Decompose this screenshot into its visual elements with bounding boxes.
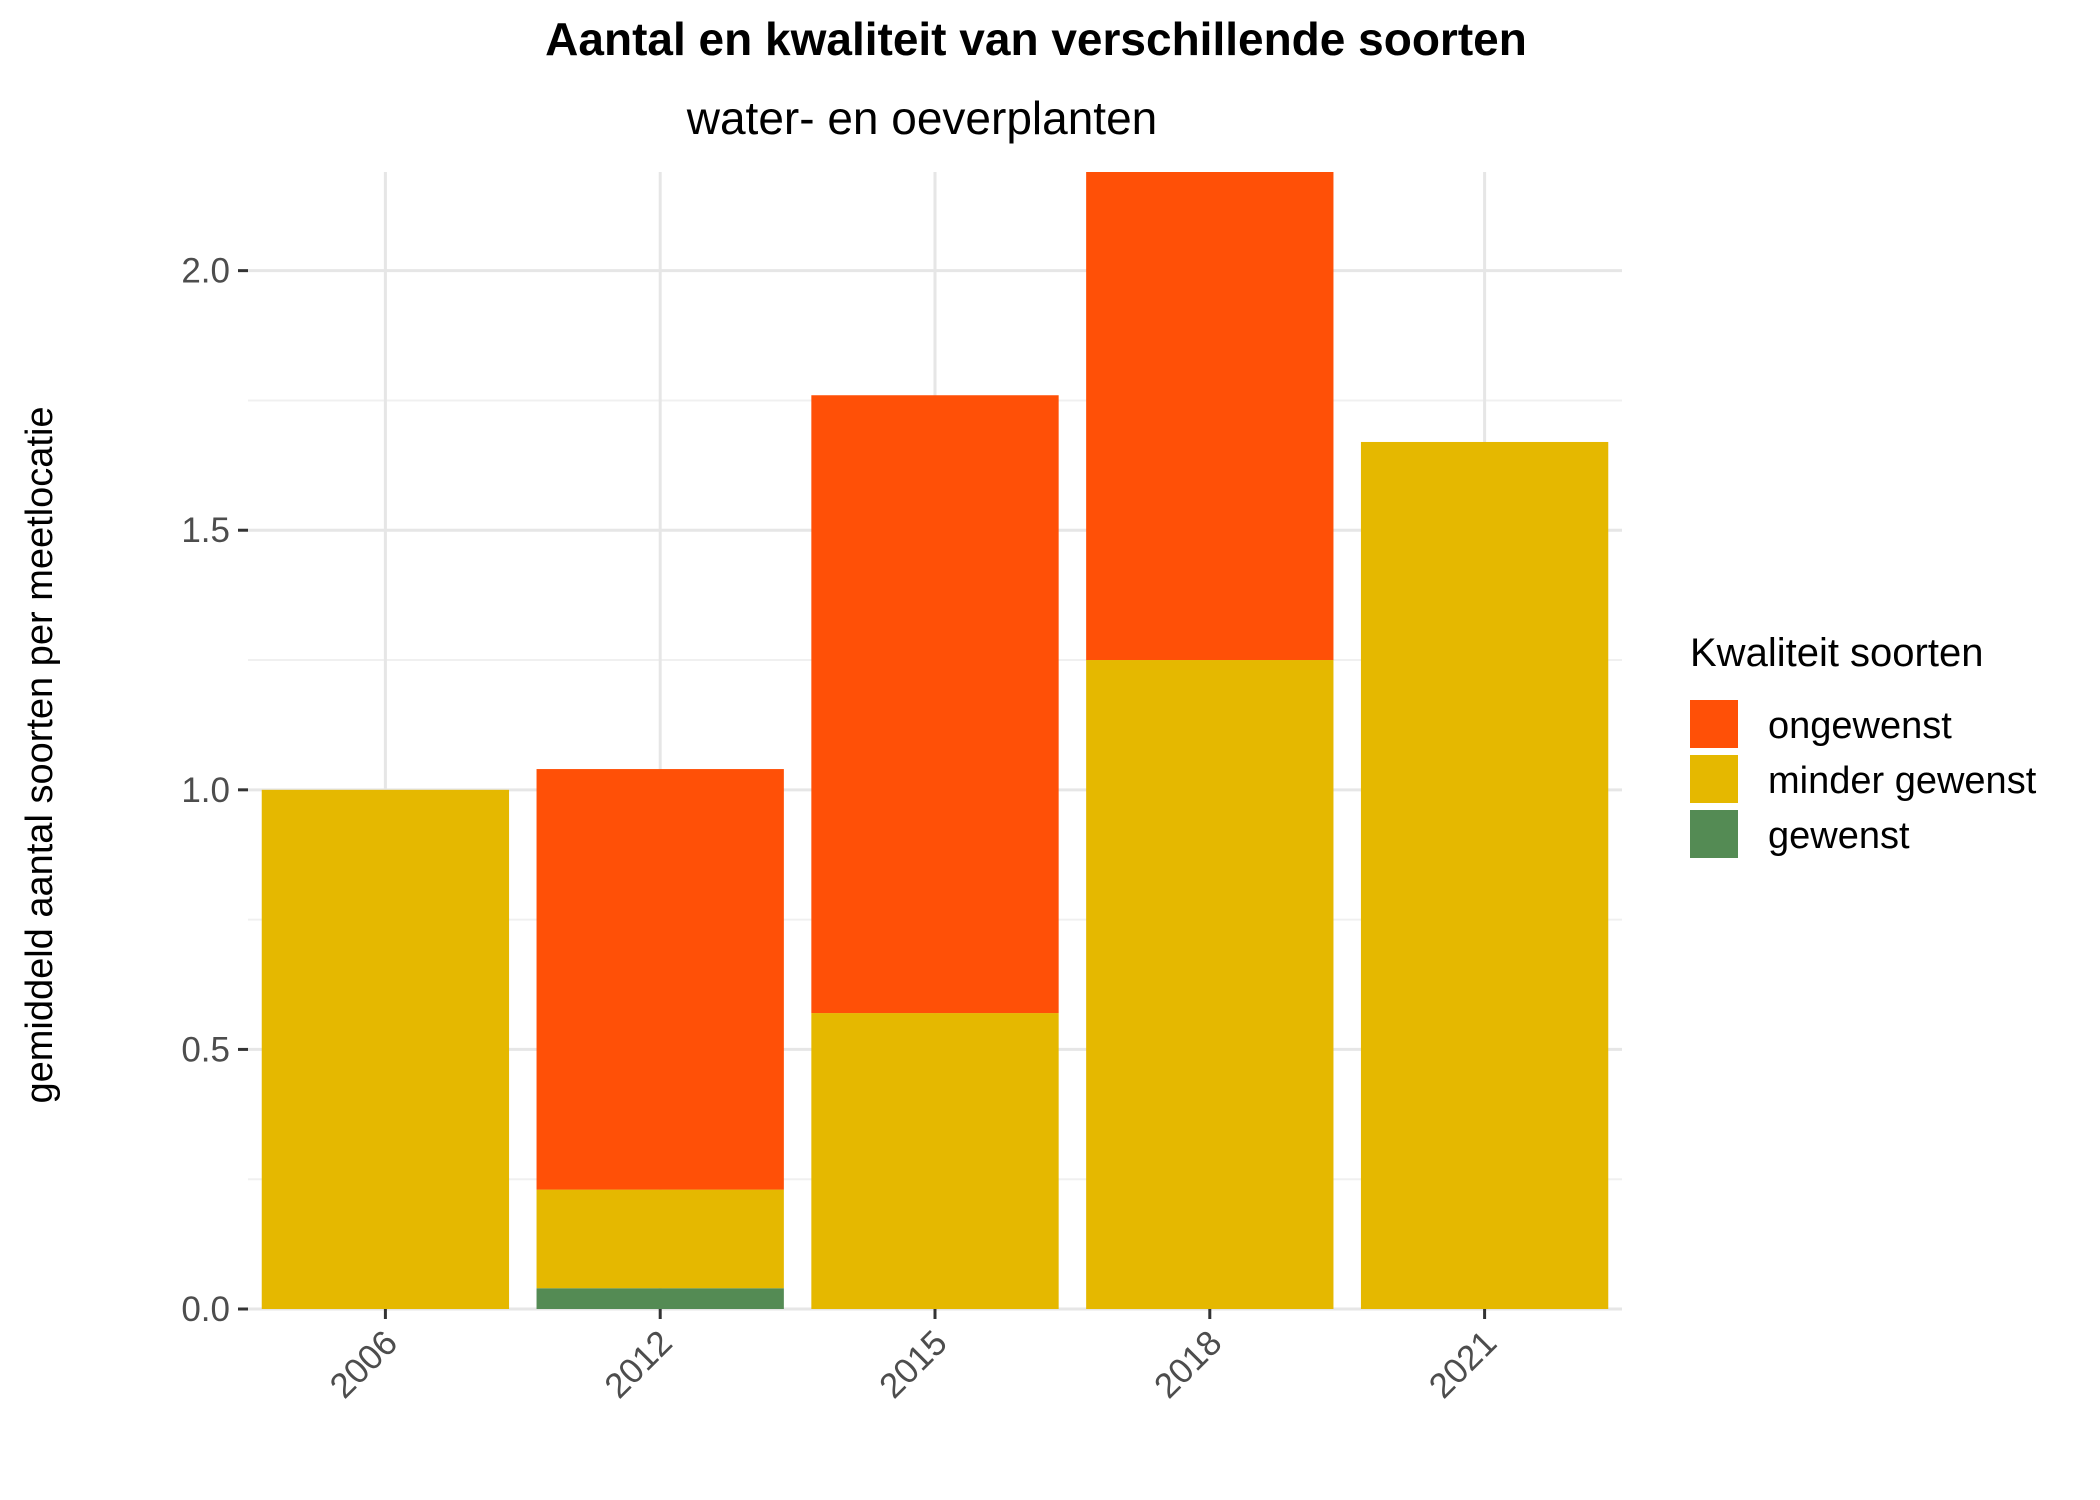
y-tick-label: 0.5 <box>181 1030 230 1069</box>
bar-2012-gewenst <box>536 1288 784 1309</box>
legend-label-minder-gewenst: minder gewenst <box>1768 760 2037 802</box>
y-tick-label: 0.0 <box>181 1290 230 1329</box>
legend-key-gewenst <box>1690 810 1738 858</box>
bar-2015-ongewenst <box>811 395 1059 1014</box>
chart-subtitle: water- en oeverplanten <box>686 92 1158 144</box>
x-tick-label: 2015 <box>872 1323 955 1406</box>
legend: ongewenst minder gewenst gewenst <box>1690 700 2037 858</box>
bar-2012-ongewenst <box>536 769 784 1190</box>
chart-title: Aantal en kwaliteit van verschillende so… <box>545 13 1527 65</box>
x-tick-label: 2021 <box>1422 1323 1505 1406</box>
y-tick-label: 1.0 <box>181 771 230 810</box>
y-tick-label: 2.0 <box>181 252 230 291</box>
legend-label-gewenst: gewenst <box>1768 815 1910 857</box>
x-tick-label: 2012 <box>597 1323 680 1406</box>
bar-2012-minder-gewenst <box>536 1189 784 1289</box>
y-axis-label: gemiddeld aantal soorten per meetlocatie <box>19 406 61 1103</box>
legend-key-minder-gewenst <box>1690 755 1738 803</box>
x-tick-label: 2018 <box>1147 1323 1230 1406</box>
bar-2021-minder-gewenst <box>1360 441 1609 1309</box>
x-tick-label: 2006 <box>322 1323 405 1406</box>
legend-key-ongewenst <box>1690 700 1738 748</box>
bar-2015-minder-gewenst <box>811 1013 1059 1309</box>
legend-title: Kwaliteit soorten <box>1690 631 1983 675</box>
y-tick-label: 1.5 <box>181 511 230 550</box>
bar-2018-minder-gewenst <box>1086 660 1334 1309</box>
bars <box>261 172 1609 1309</box>
legend-label-ongewenst: ongewenst <box>1768 705 1952 747</box>
bar-2018-ongewenst <box>1086 172 1334 661</box>
bar-2006-minder-gewenst <box>261 789 510 1309</box>
